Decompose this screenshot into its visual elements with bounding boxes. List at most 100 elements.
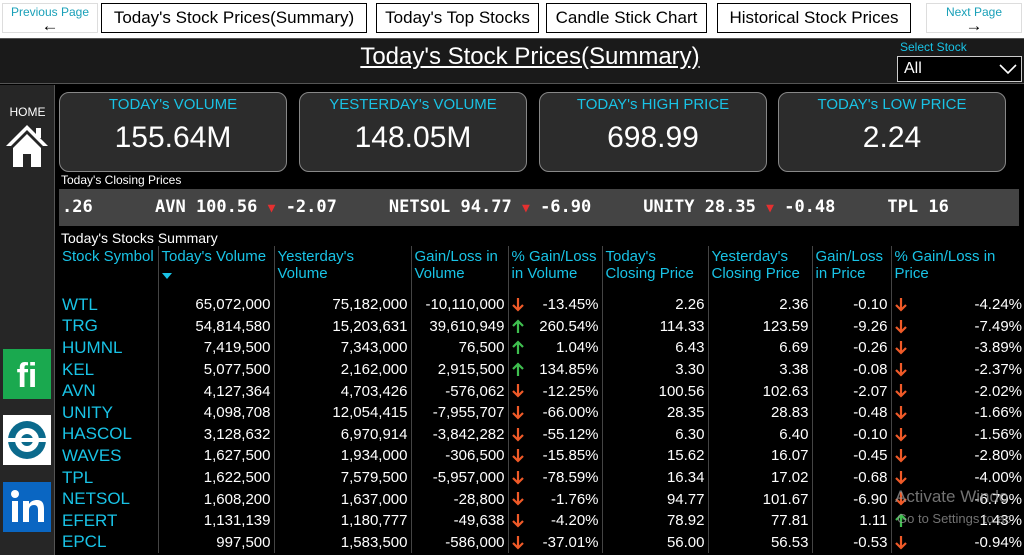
column-header[interactable]: Today's Closing Price [601,246,708,294]
value-cell: 94.77 [601,488,708,510]
kpi-label: TODAY's HIGH PRICE [576,96,730,113]
table-body: WTL 65,072,000 75,182,000 -10,110,000 -13.45… [59,294,1024,554]
value-cell: 2.26 [601,294,708,316]
value-cell: 16.07 [707,445,812,467]
arrow-down-icon [511,384,524,398]
table-row[interactable]: EPCL 997,500 1,583,500 -586,000 -37.01% 56.00… [59,531,1024,554]
svg-text:fi: fi [17,357,38,395]
table-row[interactable]: WAVES 1,627,500 1,934,000 -306,500 -15.85% 15… [59,445,1024,467]
value-cell: -586,000 [410,531,508,554]
arrow-down-icon [894,427,907,442]
percent-cell: -55.12% [507,423,602,446]
value-cell: -306,500 [410,445,508,467]
fi-logo-icon[interactable]: fi [3,349,51,399]
ticker-price: 94.77 [460,197,512,217]
table-row[interactable]: KEL 5,077,500 2,162,000 2,915,500 134.85% 3.3… [59,358,1024,381]
value-cell: -6.90 [811,488,891,510]
top-nav: Previous Page ← Today's Stock Prices(Sum… [0,0,1024,38]
ticker-symbol: UNITY [643,197,695,217]
kpi-value: 155.64M [114,121,232,154]
value-cell: -0.10 [811,294,891,316]
percent-cell: -1.76% [507,488,602,510]
sort-descending-icon[interactable] [161,273,172,279]
column-header-label: Yesterday's Closing Price [711,248,800,282]
percent-cell: 260.54% [507,315,602,338]
arrow-down-icon [894,298,907,312]
left-sidebar: HOME fi [0,85,55,555]
home-label[interactable]: HOME [9,105,46,119]
percent-cell: -3.89% [890,337,1024,359]
kpi-value: 2.24 [862,121,922,154]
activate-windows-watermark: Activate Windo [895,487,1009,506]
stock-select-value: All [904,60,922,77]
next-page-label: Next Page [945,5,1003,19]
percent-cell: 134.85% [507,358,602,381]
column-header[interactable]: Gain/Loss in Price [811,246,891,294]
value-cell: 1,934,000 [273,445,411,467]
target-logo-icon[interactable] [3,415,51,465]
value-cell: 56.00 [601,531,708,554]
stock-select-dropdown[interactable]: All [897,56,1022,82]
value-cell: 2,915,500 [410,358,508,381]
column-header[interactable]: Yesterday's Closing Price [707,246,812,294]
table-row[interactable]: HUMNL 7,419,500 7,343,000 76,500 1.04% 6.43 6.… [59,337,1024,359]
previous-page-button[interactable]: Previous Page ← [2,3,98,35]
triangle-down-icon: ▼ [766,201,774,216]
value-cell: -0.48 [811,401,891,424]
column-header[interactable]: Stock Symbol [59,246,158,294]
ticker-price: 100.56 [195,197,258,217]
table-row[interactable]: NETSOL 1,608,200 1,637,000 -28,800 -1.76% 94.… [59,488,1024,510]
stock-symbol-cell: WTL [62,294,98,314]
table-row[interactable]: WTL 65,072,000 75,182,000 -10,110,000 -13.45… [59,294,1024,316]
arrow-down-icon [511,405,524,420]
percent-cell: -2.02% [890,380,1024,402]
stock-symbol-cell: WAVES [62,445,122,465]
tab-candle-stick-chart[interactable]: Candle Stick Chart [546,3,707,33]
next-page-button[interactable]: Next Page → [926,3,1022,34]
stock-symbol-cell: EPCL [62,532,107,552]
percent-cell: -13.45% [507,294,602,316]
column-header[interactable]: Today's Volume [157,246,274,294]
stock-symbol-cell: HUMNL [62,337,123,357]
value-cell: 15,203,631 [273,315,411,338]
value-cell: 6.40 [707,423,812,446]
column-header[interactable]: % Gain/Loss in Volume [507,246,602,294]
linkedin-icon[interactable] [3,482,51,532]
kpi-value: 148.05M [354,121,472,154]
arrow-down-icon [511,449,524,463]
arrow-up-icon [894,513,907,527]
column-header[interactable]: Gain/Loss in Volume [410,246,508,294]
column-header[interactable]: Yesterday's Volume [273,246,411,294]
ticker-change: -0.48 [784,197,836,217]
percent-cell: -4.20% [507,509,602,532]
tab-top-stocks[interactable]: Today's Top Stocks [376,3,539,33]
value-cell: 7,419,500 [157,337,274,359]
table-row[interactable]: TPL 1,622,500 7,579,500 -5,957,000 -78.59% 16… [59,466,1024,489]
stock-symbol-cell: HASCOL [62,424,132,444]
value-cell: -0.08 [811,358,891,381]
column-header-label: % Gain/Loss in Price [894,248,996,282]
value-cell: 3,128,632 [157,423,274,446]
column-header[interactable]: % Gain/Loss in Price [890,246,1024,294]
stock-symbol-cell: UNITY [62,402,113,422]
tab-historical-stock-prices[interactable]: Historical Stock Prices [717,3,911,33]
arrow-down-icon [894,492,907,506]
percent-cell: -12.25% [507,380,602,402]
percent-cell: -2.37% [890,358,1024,381]
value-cell: -0.53 [811,531,891,554]
table-row[interactable]: EFERT 1,131,139 1,180,777 -49,638 -4.20% 78.9… [59,509,1024,532]
table-row[interactable]: UNITY 4,098,708 12,054,415 -7,955,707 -66.00… [59,401,1024,424]
arrow-left-icon: ← [41,16,59,35]
percent-cell: 1.43% [890,509,1024,532]
percent-cell: -66.00% [507,401,602,424]
table-row[interactable]: HASCOL 3,128,632 6,970,914 -3,842,282 -55.12… [59,423,1024,446]
percent-cell: -0.94% [890,531,1024,554]
previous-page-label: Previous Page [10,5,90,19]
table-row[interactable]: TRG 54,814,580 15,203,631 39,610,949 260.54%… [59,315,1024,338]
kpi-label: TODAY's VOLUME [108,96,238,113]
tab-stock-prices-summary[interactable]: Today's Stock Prices(Summary) [101,3,367,33]
ticker-item: NETSOL 94.77 ▼ -6.90 [389,197,591,217]
home-icon[interactable] [5,123,49,169]
value-cell: -0.45 [811,445,891,467]
table-row[interactable]: AVN 4,127,364 4,703,426 -576,062 -12.25% 100.… [59,380,1024,402]
